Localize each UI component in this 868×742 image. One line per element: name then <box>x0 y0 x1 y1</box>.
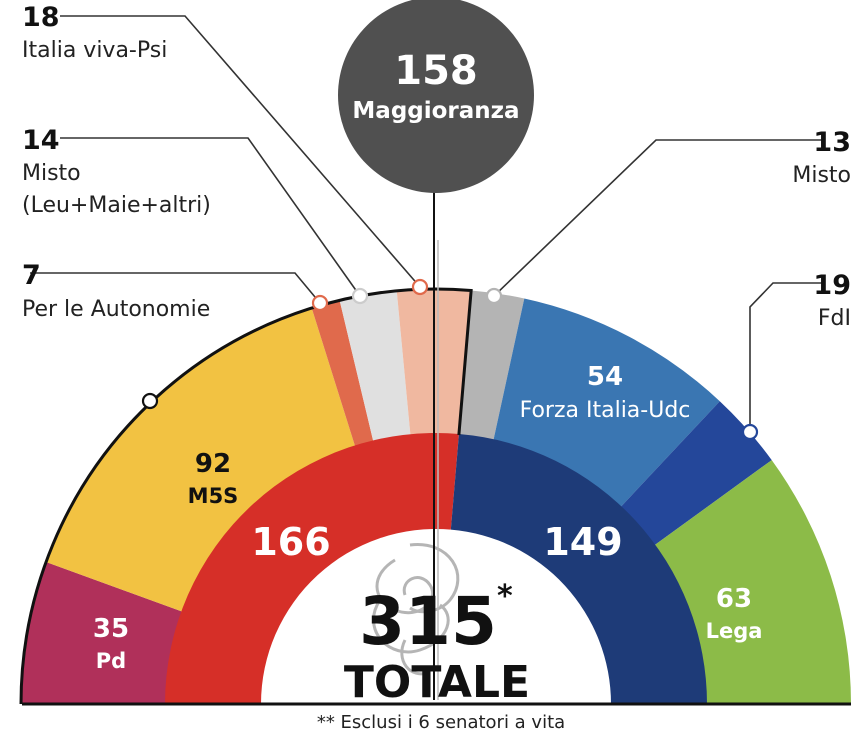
slice-m5s <box>46 308 356 612</box>
slice-autonomie <box>311 300 374 447</box>
label-name-fdi: FdI <box>818 306 851 331</box>
marker-autonomie <box>311 294 329 312</box>
slice-pd <box>21 562 183 704</box>
label-name-iv: Italia viva-Psi <box>22 38 167 63</box>
label-name-autonomie: Per le Autonomie <box>22 297 210 322</box>
total-asterisk: * <box>497 579 513 614</box>
slice-misto_dx <box>458 290 525 441</box>
slice-lega <box>654 460 851 704</box>
slice-value-m5s: 92 <box>195 449 231 479</box>
label-value-fdi: 19 <box>813 270 851 301</box>
coalition-value-left: 166 <box>251 520 330 564</box>
majority-circle <box>338 0 534 193</box>
coalition-slice-0 <box>165 432 459 704</box>
senate-emblem-icon <box>372 543 460 676</box>
slice-label-pd: Pd <box>96 649 126 673</box>
slice-label-lega: Lega <box>706 619 763 643</box>
marker-misto-sx <box>351 287 369 305</box>
markers <box>141 278 759 441</box>
slice-misto_sx <box>339 290 411 442</box>
coalition-slice-1 <box>450 433 707 704</box>
outer-outline <box>19 287 473 705</box>
footnote: ** Esclusi i 6 senatori a vita <box>317 712 565 733</box>
coalition-value-right: 149 <box>543 520 622 564</box>
total-value: 315 <box>359 583 497 660</box>
slice-label-fi: Forza Italia-Udc <box>520 398 691 423</box>
marker-fdi <box>741 423 759 441</box>
label-name2-misto-sx: (Leu+Maie+altri) <box>22 193 211 218</box>
label-value-misto-dx: 13 <box>813 127 851 158</box>
leaders <box>30 15 822 432</box>
total-label: TOTALE <box>344 657 530 708</box>
label-value-iv: 18 <box>22 2 60 33</box>
marker-iv <box>411 278 429 296</box>
slice-value-fi: 54 <box>587 362 623 392</box>
majority-value: 158 <box>394 48 478 94</box>
slice-value-pd: 35 <box>93 614 129 644</box>
label-name-misto-dx: Misto <box>792 163 851 188</box>
majority-label: Maggioranza <box>352 98 519 124</box>
inner-ring <box>165 432 707 704</box>
slice-label-m5s: M5S <box>188 484 239 508</box>
slice-fi <box>493 298 720 507</box>
marker-misto-dx <box>485 287 503 305</box>
label-value-autonomie: 7 <box>22 260 41 291</box>
label-name-misto-sx: Misto <box>22 161 81 186</box>
label-value-misto-sx: 14 <box>22 125 60 156</box>
marker-m5s-edge <box>141 392 159 410</box>
slice-fdi <box>620 401 772 546</box>
slice-value-lega: 63 <box>716 584 752 614</box>
